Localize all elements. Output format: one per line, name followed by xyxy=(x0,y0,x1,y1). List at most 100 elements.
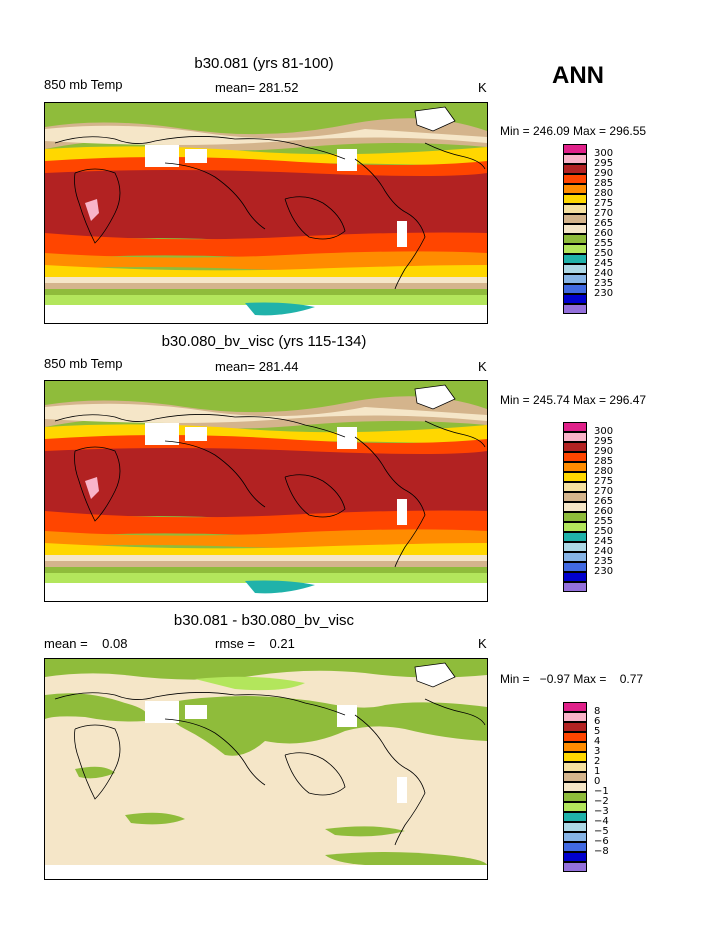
legend-level: 230 xyxy=(594,288,614,299)
legend-swatch xyxy=(563,822,587,832)
legend-level: 270 xyxy=(594,486,614,497)
legend-level: 1 xyxy=(594,766,601,777)
legend-swatch xyxy=(563,832,587,842)
legend-swatch xyxy=(563,532,587,542)
legend-swatch xyxy=(563,214,587,224)
panel-2-min-max: Min = 245.74 Max = 296.47 xyxy=(500,393,647,407)
season-label: ANN xyxy=(552,62,604,89)
legend-level: 6 xyxy=(594,716,601,727)
legend-level: 240 xyxy=(594,268,614,279)
legend-level: −8 xyxy=(594,846,609,857)
panel-3-title: b30.081 - b30.080_bv_visc xyxy=(173,612,355,629)
legend-swatch xyxy=(563,862,587,872)
legend-level: 250 xyxy=(594,526,614,537)
legend-level: −5 xyxy=(594,826,609,837)
legend-level: −4 xyxy=(594,816,609,827)
panel-3-rmse-label: rmse = 0.21 xyxy=(215,636,295,651)
panel-1-unit-label: K xyxy=(478,80,487,95)
legend-swatch xyxy=(563,722,587,732)
legend-level: 275 xyxy=(594,476,614,487)
legend-level: 290 xyxy=(594,168,614,179)
legend-swatch xyxy=(563,772,587,782)
legend-level: 240 xyxy=(594,546,614,557)
difference-map xyxy=(45,659,487,879)
legend-level: −6 xyxy=(594,836,609,847)
legend-level: 3 xyxy=(594,746,601,757)
legend-level: 300 xyxy=(594,148,614,159)
panel-3-map xyxy=(44,658,488,880)
legend-swatch xyxy=(563,194,587,204)
legend-swatch xyxy=(563,274,587,284)
legend-level: 235 xyxy=(594,556,614,567)
legend-swatch xyxy=(563,792,587,802)
legend-swatch xyxy=(563,732,587,742)
legend-swatch xyxy=(563,294,587,304)
legend-swatch xyxy=(563,432,587,442)
temperature-map-2 xyxy=(45,381,487,601)
legend-swatch xyxy=(563,802,587,812)
legend-swatch xyxy=(563,204,587,214)
legend-swatch xyxy=(563,762,587,772)
legend-swatch xyxy=(563,442,587,452)
legend-swatch xyxy=(563,552,587,562)
legend-swatch xyxy=(563,174,587,184)
legend-level: 260 xyxy=(594,228,614,239)
legend-swatch xyxy=(563,224,587,234)
legend-swatch xyxy=(563,304,587,314)
legend-swatch xyxy=(563,422,587,432)
legend-level: 0 xyxy=(594,776,601,787)
legend-swatch xyxy=(563,542,587,552)
legend-level: 8 xyxy=(594,706,601,717)
panel-1-title: b30.081 (yrs 81-100) xyxy=(194,55,334,72)
legend-swatch xyxy=(563,782,587,792)
panel-1-map xyxy=(44,102,488,324)
legend-swatch xyxy=(563,562,587,572)
legend-swatch xyxy=(563,452,587,462)
legend-level: 245 xyxy=(594,258,614,269)
legend-level: 255 xyxy=(594,516,614,527)
legend-level: −1 xyxy=(594,786,609,797)
legend-level: −2 xyxy=(594,796,609,807)
panel-3-min-max: Min = −0.97 Max = 0.77 xyxy=(500,672,644,686)
legend-swatch xyxy=(563,144,587,154)
panel-2-map xyxy=(44,380,488,602)
legend-level: 275 xyxy=(594,198,614,209)
legend-swatch xyxy=(563,462,587,472)
legend-swatch xyxy=(563,702,587,712)
panel-1-variable-label: 850 mb Temp xyxy=(44,77,123,92)
panel-1-mean-label: mean= 281.52 xyxy=(215,80,299,95)
legend-swatch xyxy=(563,244,587,254)
legend-level: 245 xyxy=(594,536,614,547)
panel-1-min-max: Min = 246.09 Max = 296.55 xyxy=(500,124,647,138)
legend-level: 290 xyxy=(594,446,614,457)
legend-swatch xyxy=(563,164,587,174)
legend-level: 250 xyxy=(594,248,614,259)
legend-level: 300 xyxy=(594,426,614,437)
legend-level: 285 xyxy=(594,456,614,467)
legend-swatch xyxy=(563,582,587,592)
legend-swatch xyxy=(563,842,587,852)
legend-level: 270 xyxy=(594,208,614,219)
panel-2-title: b30.080_bv_visc (yrs 115-134) xyxy=(161,333,367,350)
legend-swatch xyxy=(563,572,587,582)
legend-swatch xyxy=(563,752,587,762)
legend-swatch xyxy=(563,472,587,482)
legend-level: 235 xyxy=(594,278,614,289)
legend-level: 280 xyxy=(594,466,614,477)
panel-3-unit-label: K xyxy=(478,636,487,651)
panel-2-mean-label: mean= 281.44 xyxy=(215,359,299,374)
legend-level: 285 xyxy=(594,178,614,189)
legend-swatch xyxy=(563,712,587,722)
legend-level: −3 xyxy=(594,806,609,817)
legend-swatch xyxy=(563,852,587,862)
legend-level: 260 xyxy=(594,506,614,517)
legend-level: 265 xyxy=(594,496,614,507)
legend-swatch xyxy=(563,502,587,512)
legend-swatch xyxy=(563,482,587,492)
panel-2-variable-label: 850 mb Temp xyxy=(44,356,123,371)
legend-swatch xyxy=(563,284,587,294)
temperature-map-1 xyxy=(45,103,487,323)
legend-level: 280 xyxy=(594,188,614,199)
legend-swatch xyxy=(563,812,587,822)
legend-level: 2 xyxy=(594,756,601,767)
